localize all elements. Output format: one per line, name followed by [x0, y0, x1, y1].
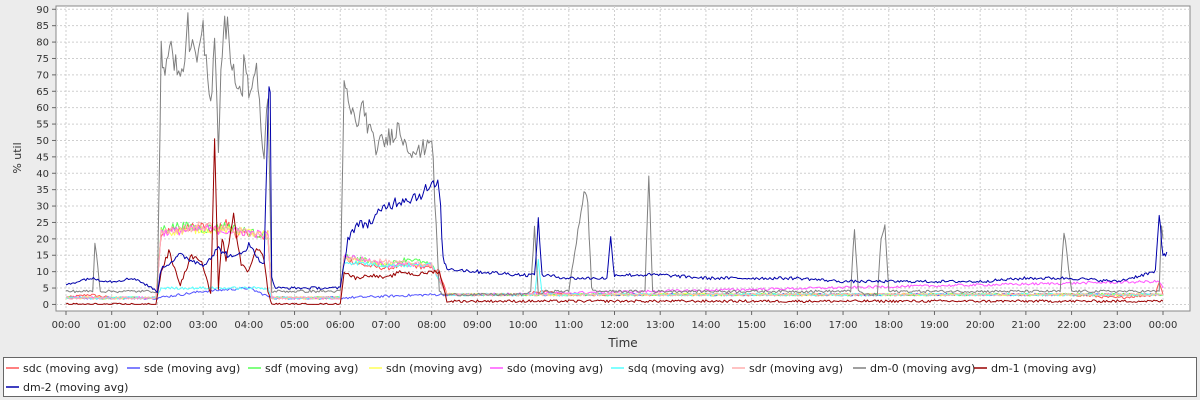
y-tick-label: 15: [36, 251, 49, 262]
x-tick-label: 11:00: [554, 320, 583, 331]
y-tick-label: 30: [36, 202, 49, 213]
legend-item-3: sdn (moving avg): [386, 362, 482, 375]
x-tick-label: 06:00: [326, 320, 355, 331]
x-tick-label: 02:00: [143, 320, 172, 331]
x-axis: 00:00 01:00 02:00 03:00 04:00 05:00 06:00 07:00…: [52, 311, 1178, 331]
x-tick-label: 00:00: [1149, 320, 1178, 331]
legend-item-7: dm-0 (moving avg): [870, 362, 975, 375]
x-tick-label: 05:00: [280, 320, 309, 331]
x-tick-label: 12:00: [600, 320, 629, 331]
x-tick-label: 15:00: [737, 320, 766, 331]
y-tick-label: 90: [36, 5, 49, 16]
legend-box: [3, 357, 1197, 397]
x-tick-label: 04:00: [234, 320, 263, 331]
series-line-6: [65, 221, 1164, 300]
y-tick-label: 5: [43, 284, 49, 295]
y-tick-label: 25: [36, 218, 49, 229]
x-tick-label: 16:00: [783, 320, 812, 331]
legend-item-5: sdq (moving avg): [628, 362, 724, 375]
x-tick-label: 03:00: [189, 320, 218, 331]
legend-item-1: sde (moving avg): [144, 362, 240, 375]
series-line-8: [65, 138, 1164, 305]
legend: sdc (moving avg) sde (moving avg) sdf (mov…: [6, 362, 1096, 394]
y-tick-label: 20: [36, 234, 49, 245]
legend-item-8: dm-1 (moving avg): [991, 362, 1096, 375]
y-tick-label: 60: [36, 103, 49, 114]
y-tick-label: 40: [36, 169, 49, 180]
series-line-7: [65, 12, 1164, 297]
series-lines: [65, 12, 1168, 305]
x-tick-label: 01:00: [97, 320, 126, 331]
legend-item-2: sdf (moving avg): [265, 362, 358, 375]
x-tick-label: 00:00: [52, 320, 81, 331]
y-tick-label: 70: [36, 70, 49, 81]
x-tick-label: 10:00: [509, 320, 538, 331]
x-axis-label: Time: [607, 336, 637, 350]
y-axis-label: % util: [11, 142, 24, 173]
y-tick-label: 80: [36, 38, 49, 49]
x-tick-label: 18:00: [874, 320, 903, 331]
x-tick-label: 08:00: [417, 320, 446, 331]
series-line-9: [65, 86, 1168, 293]
x-tick-label: 09:00: [463, 320, 492, 331]
x-tick-label: 14:00: [692, 320, 721, 331]
y-tick-label: 75: [36, 54, 49, 65]
x-tick-label: 17:00: [829, 320, 858, 331]
y-tick-label: 35: [36, 185, 49, 196]
legend-item-9: dm-2 (moving avg): [23, 381, 128, 394]
x-tick-label: 20:00: [966, 320, 995, 331]
legend-item-4: sdo (moving avg): [507, 362, 603, 375]
x-tick-label: 13:00: [646, 320, 675, 331]
x-tick-label: 19:00: [920, 320, 949, 331]
x-tick-label: 23:00: [1103, 320, 1132, 331]
grid: [56, 6, 1190, 311]
y-tick-label: 45: [36, 152, 49, 163]
legend-item-6: sdr (moving avg): [749, 362, 843, 375]
x-tick-label: 22:00: [1057, 320, 1086, 331]
y-tick-label: 0: [43, 300, 49, 311]
x-tick-label: 21:00: [1011, 320, 1040, 331]
series-line-4: [65, 224, 1164, 300]
y-axis: 0 5 10 15 20 25 30 35 40 45 50 55 60 65 70 75 80 85 90: [36, 5, 56, 311]
y-tick-label: 85: [36, 21, 49, 32]
y-tick-label: 10: [36, 267, 49, 278]
x-tick-label: 07:00: [372, 320, 401, 331]
y-tick-label: 55: [36, 120, 49, 131]
y-tick-label: 50: [36, 136, 49, 147]
y-tick-label: 65: [36, 87, 49, 98]
plot-background: [55, 5, 1191, 312]
legend-item-0: sdc (moving avg): [23, 362, 119, 375]
